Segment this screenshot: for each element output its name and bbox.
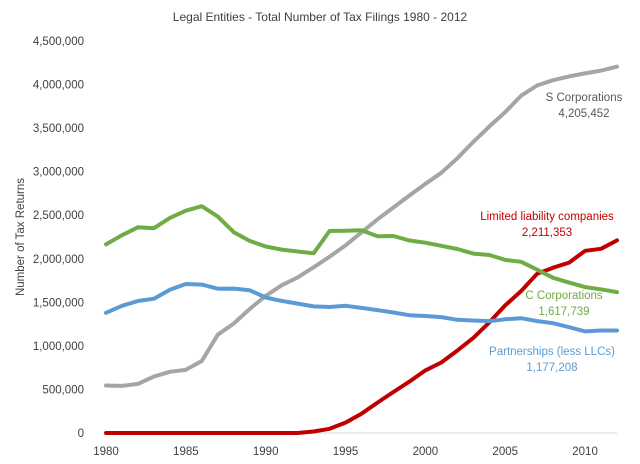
y-axis-ticks: 0 500,000 1,000,000 1,500,000 2,000,000 2,500…: [33, 36, 84, 440]
series-value-limited-liability-companies: 2,211,353: [522, 227, 572, 239]
y-tick-label: 4,500,000: [33, 36, 84, 48]
y-tick-label: 0: [78, 428, 84, 440]
series-label-s-corporations: S Corporations: [546, 92, 623, 104]
series-label-c-corporations: C Corporations: [525, 290, 603, 302]
series-value-s-corporations: 4,205,452: [558, 108, 609, 120]
y-tick-label: 3,000,000: [33, 167, 84, 179]
series-label-partnerships-less-llcs: Partnerships (less LLCs): [489, 346, 615, 358]
series-lines: [104, 64, 619, 435]
series-value-partnerships-less-llcs: 1,177,208: [526, 362, 577, 374]
y-tick-label: 2,500,000: [33, 210, 84, 222]
x-tick-label: 1985: [173, 446, 199, 458]
series-labels: S Corporations 4,205,452 Limited liability…: [480, 92, 622, 374]
series-line-c-corporations: [104, 204, 619, 295]
y-tick-label: 500,000: [42, 384, 84, 396]
x-tick-label: 2000: [413, 446, 439, 458]
y-tick-label: 1,000,000: [33, 341, 84, 353]
series-value-c-corporations: 1,617,739: [538, 306, 589, 318]
x-tick-label: 1995: [333, 446, 359, 458]
x-tick-label: 1980: [93, 446, 119, 458]
x-tick-label: 2010: [572, 446, 598, 458]
x-tick-label: 1990: [253, 446, 279, 458]
series-label-limited-liability-companies: Limited liability companies: [480, 211, 614, 223]
y-tick-label: 2,000,000: [33, 254, 84, 266]
y-tick-label: 1,500,000: [33, 297, 84, 309]
y-tick-label: 4,000,000: [33, 80, 84, 92]
series-line-limited-liability-companies: [104, 238, 619, 435]
y-tick-label: 3,500,000: [33, 123, 84, 135]
x-axis-ticks: 1980 1985 1990 1995 2000 2005 2010: [93, 446, 598, 458]
chart-title: Legal Entities - Total Number of Tax Fil…: [173, 10, 468, 24]
x-tick-label: 2005: [492, 446, 518, 458]
series-line-partnerships-less-llcs: [104, 282, 619, 334]
y-axis-label: Number of Tax Returns: [15, 178, 27, 296]
